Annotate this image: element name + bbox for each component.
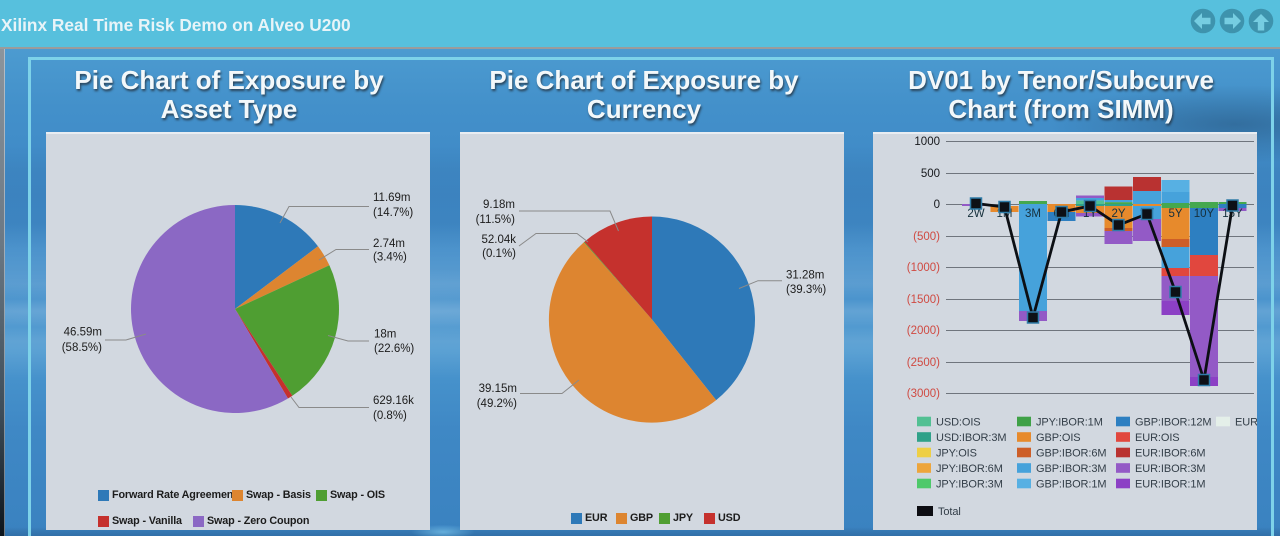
svg-text:EUR:IBOR:12M: EUR:IBOR:12M <box>1235 417 1280 429</box>
svg-text:2W: 2W <box>967 208 984 220</box>
svg-text:500: 500 <box>921 168 940 180</box>
svg-text:(2000): (2000) <box>907 325 940 337</box>
svg-text:(1500): (1500) <box>907 294 940 306</box>
svg-text:9.18m: 9.18m <box>483 199 515 211</box>
svg-text:5Y: 5Y <box>1168 208 1182 220</box>
svg-text:11.69m: 11.69m <box>373 192 411 204</box>
svg-text:EUR:IBOR:3M: EUR:IBOR:3M <box>1135 463 1205 475</box>
svg-text:(2500): (2500) <box>907 357 940 369</box>
svg-text:(1000): (1000) <box>907 262 940 274</box>
svg-text:(11.5%): (11.5%) <box>476 214 516 226</box>
svg-text:USD:IBOR:3M: USD:IBOR:3M <box>936 432 1006 444</box>
svg-text:(500): (500) <box>913 231 940 243</box>
svg-text:2Y: 2Y <box>1111 208 1125 220</box>
svg-text:31.28m: 31.28m <box>786 270 824 282</box>
svg-text:Total: Total <box>938 506 961 518</box>
svg-text:(0.8%): (0.8%) <box>373 410 407 422</box>
svg-text:JPY:OIS: JPY:OIS <box>936 448 977 460</box>
svg-text:46.59m: 46.59m <box>64 327 102 339</box>
svg-text:0: 0 <box>934 199 940 211</box>
svg-text:GBP:IBOR:3M: GBP:IBOR:3M <box>1036 463 1106 475</box>
svg-text:1000: 1000 <box>914 136 940 148</box>
svg-text:(14.7%): (14.7%) <box>373 207 413 219</box>
svg-text:629.16k: 629.16k <box>373 395 414 407</box>
svg-text:JPY:IBOR:3M: JPY:IBOR:3M <box>936 479 1003 491</box>
svg-text:18m: 18m <box>374 329 396 341</box>
svg-text:2.74m: 2.74m <box>373 238 405 250</box>
svg-text:EUR:IBOR:1M: EUR:IBOR:1M <box>1135 479 1205 491</box>
svg-text:3M: 3M <box>1025 208 1041 220</box>
svg-text:(22.6%): (22.6%) <box>374 343 414 355</box>
svg-text:EUR:OIS: EUR:OIS <box>1135 432 1180 444</box>
svg-text:(49.2%): (49.2%) <box>477 398 517 410</box>
svg-text:GBP:IBOR:12M: GBP:IBOR:12M <box>1135 417 1211 429</box>
svg-text:39.15m: 39.15m <box>479 383 517 395</box>
svg-text:GBP:OIS: GBP:OIS <box>1036 432 1081 444</box>
svg-text:EUR:IBOR:6M: EUR:IBOR:6M <box>1135 448 1205 460</box>
svg-text:JPY:IBOR:6M: JPY:IBOR:6M <box>936 463 1003 475</box>
svg-text:GBP:IBOR:1M: GBP:IBOR:1M <box>1036 479 1106 491</box>
svg-text:(3000): (3000) <box>907 388 940 400</box>
svg-text:JPY:IBOR:1M: JPY:IBOR:1M <box>1036 417 1103 429</box>
svg-text:52.04k: 52.04k <box>481 234 516 246</box>
svg-text:(39.3%): (39.3%) <box>786 284 826 296</box>
svg-text:(3.4%): (3.4%) <box>373 252 407 264</box>
svg-text:10Y: 10Y <box>1194 208 1215 220</box>
svg-text:USD:OIS: USD:OIS <box>936 417 981 429</box>
svg-text:(58.5%): (58.5%) <box>62 342 102 354</box>
svg-text:(0.1%): (0.1%) <box>482 248 516 260</box>
svg-text:GBP:IBOR:6M: GBP:IBOR:6M <box>1036 448 1106 460</box>
